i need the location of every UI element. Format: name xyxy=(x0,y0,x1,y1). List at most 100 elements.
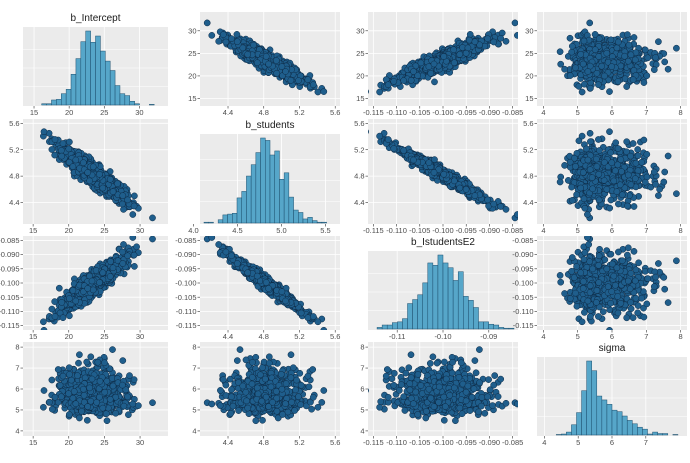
scatter-point xyxy=(575,83,583,90)
scatter-point xyxy=(652,54,659,61)
scatter-point xyxy=(431,78,438,86)
y-tick-label: 20 xyxy=(356,72,364,81)
scatter-point xyxy=(109,188,117,195)
scatter-point xyxy=(593,69,601,77)
y-tick-label: 15 xyxy=(356,94,364,103)
histogram-bar xyxy=(217,219,224,224)
histogram-bar xyxy=(51,99,57,106)
scatter-point xyxy=(368,129,369,135)
scatter-point xyxy=(556,48,564,56)
histogram-bar xyxy=(41,103,47,106)
scatter-point xyxy=(456,184,464,192)
x-tick-label: 20 xyxy=(65,108,73,117)
histogram-bar xyxy=(255,152,261,224)
histogram-bar xyxy=(75,58,82,106)
histogram-bar xyxy=(260,137,266,224)
scatter-point xyxy=(462,186,470,193)
x-tick-label: 6 xyxy=(610,108,614,117)
histogram-bar xyxy=(265,140,271,224)
x-tick-label: 20 xyxy=(65,226,73,235)
scatter-point xyxy=(476,41,483,49)
scatter-point xyxy=(664,65,672,73)
scatter-point xyxy=(253,59,261,67)
y-tick-label: 4.8 xyxy=(354,172,364,181)
scatter-point xyxy=(514,32,518,39)
scatter-point xyxy=(440,53,448,60)
scatter-point xyxy=(466,36,473,44)
scatter-point xyxy=(450,46,457,54)
x-tick-label: 15 xyxy=(30,108,38,117)
histogram-bar xyxy=(149,104,155,106)
y-tick-label: 25 xyxy=(356,49,364,58)
histogram-bar xyxy=(109,70,116,106)
scatter-point xyxy=(273,69,281,77)
x-tick-label: 30 xyxy=(135,108,143,117)
scatter-point xyxy=(417,59,425,67)
scatter-points xyxy=(368,19,518,96)
scatter-point xyxy=(272,57,280,64)
scatter-point xyxy=(215,37,223,45)
scatter-point xyxy=(86,177,93,185)
x-tick-label: -0.090 xyxy=(479,108,500,117)
x-tick-label: 4 xyxy=(541,108,545,117)
panel-1-3: 4 5 6 7 84.44.85.25.6 xyxy=(523,119,687,235)
scatter-point xyxy=(69,163,77,170)
y-tick-label: 5.2 xyxy=(354,145,364,154)
y-tick-label: 4.4 xyxy=(354,198,364,207)
scatter-point xyxy=(440,170,448,178)
scatter-point xyxy=(502,37,510,45)
scatter-point xyxy=(466,31,474,38)
scatter-points xyxy=(556,19,680,96)
scatter-point xyxy=(314,88,322,96)
x-tick-label: 5 xyxy=(576,108,580,117)
histogram-bar xyxy=(124,95,130,106)
scatter-point xyxy=(595,35,603,43)
histogram-bar xyxy=(307,217,313,224)
y-tick-label: 30 xyxy=(525,26,533,35)
scatter-point xyxy=(615,38,622,46)
scatter-point xyxy=(502,206,510,213)
x-tick-label: -0.110 xyxy=(386,108,407,117)
scatter-point xyxy=(131,192,138,200)
histogram-bar xyxy=(283,172,290,224)
x-tick-label: -0.115 xyxy=(363,108,384,117)
histogram-bar xyxy=(246,175,252,224)
scatter-point xyxy=(407,77,415,84)
y-tick-label: 20 xyxy=(525,72,533,81)
scatter-point xyxy=(450,177,458,185)
scatter-point xyxy=(587,84,594,92)
histogram-bar xyxy=(302,218,308,224)
scatter-point xyxy=(119,192,127,199)
histogram-bar xyxy=(208,221,214,224)
scatter-point xyxy=(572,64,579,72)
y-tick-label: 5.6 xyxy=(9,119,19,128)
x-tick-label: 5.5 xyxy=(320,226,330,235)
scatter-point xyxy=(414,72,422,79)
x-tick-label: 25 xyxy=(100,226,108,235)
scatter-point xyxy=(650,66,658,74)
x-tick-label: -0.105 xyxy=(409,226,430,235)
x-tick-label: 30 xyxy=(136,226,144,235)
x-tick-label: -0.110 xyxy=(386,226,407,235)
scatter-point xyxy=(613,44,621,52)
histogram-bar xyxy=(316,221,323,224)
scatter-point xyxy=(40,128,48,136)
histogram-bar xyxy=(269,154,275,224)
histogram-bar xyxy=(65,89,72,106)
scatter-point xyxy=(430,60,438,68)
histogram-bar xyxy=(222,214,228,224)
scatter-point xyxy=(630,34,638,41)
scatter-point xyxy=(456,51,464,58)
scatter-point xyxy=(578,88,586,96)
scatter-points xyxy=(203,19,328,96)
strip-b-students xyxy=(200,117,340,132)
histogram-bar xyxy=(100,50,106,106)
scatter-point xyxy=(89,163,97,171)
scatter-point xyxy=(566,72,574,79)
scatter-point xyxy=(425,159,433,167)
scatter-point xyxy=(233,31,241,38)
scatter-point xyxy=(607,36,615,44)
scatter-point xyxy=(400,147,408,154)
